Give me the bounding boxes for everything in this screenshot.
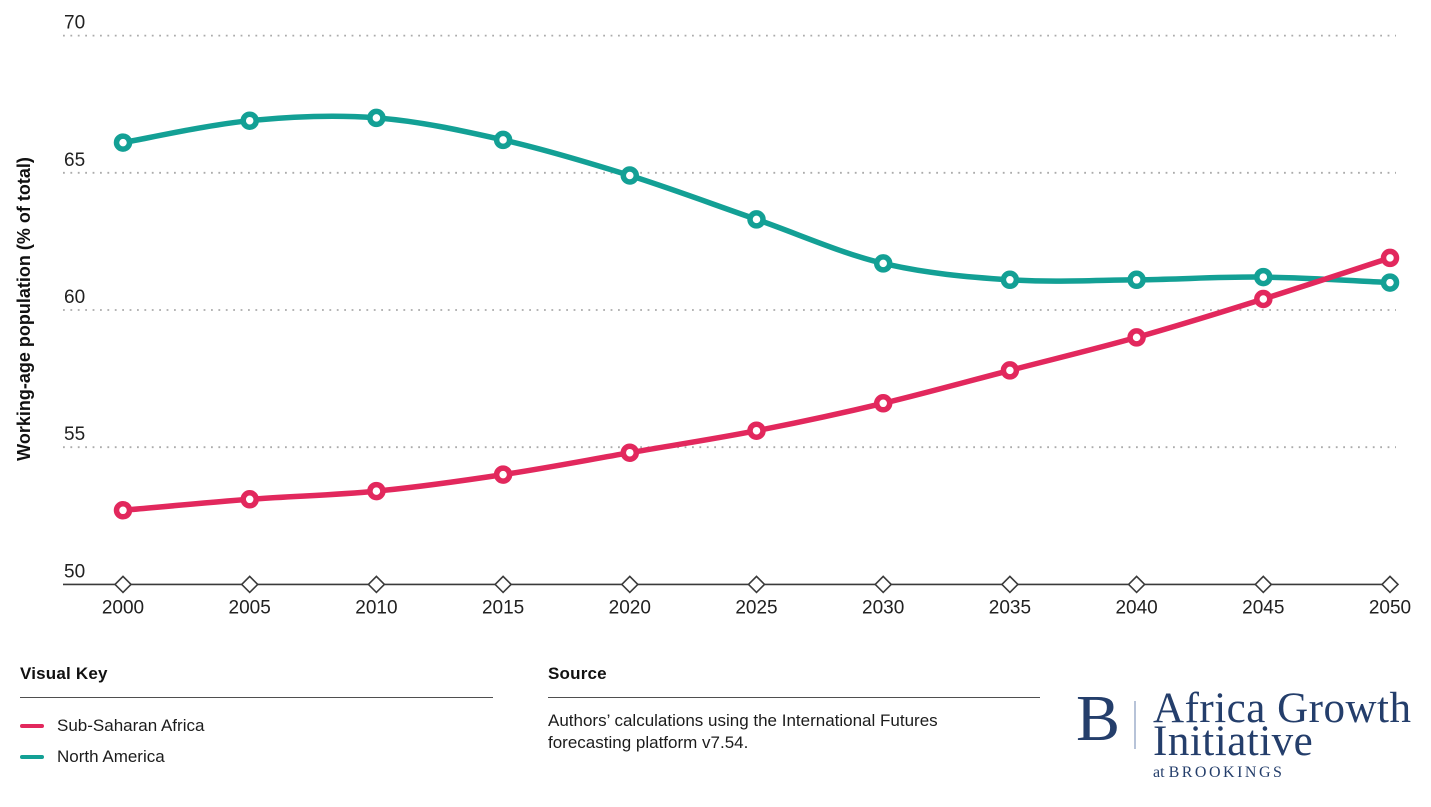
legend-label-sub-saharan-africa: Sub-Saharan Africa bbox=[57, 715, 205, 735]
data-point-north-america bbox=[1380, 273, 1400, 292]
series-line-north-america bbox=[120, 113, 1393, 286]
x-tick-label: 2005 bbox=[229, 597, 271, 618]
legend-item-north-america: North America bbox=[20, 741, 493, 772]
y-tick-label: 65 bbox=[64, 150, 85, 171]
x-tick-label: 2025 bbox=[735, 597, 777, 618]
source-text: Authors’ calculations using the Internat… bbox=[548, 711, 938, 752]
y-tick-label: 60 bbox=[64, 287, 85, 308]
data-point-sub-saharan-africa bbox=[367, 481, 386, 501]
axis-diamond-marker bbox=[1380, 575, 1400, 594]
x-tick-label: 2035 bbox=[989, 597, 1031, 618]
data-point-north-america bbox=[113, 133, 133, 152]
x-tick-label: 2045 bbox=[1242, 597, 1284, 618]
y-tick-label: 50 bbox=[64, 561, 85, 582]
y-tick-label: 70 bbox=[64, 13, 85, 34]
x-tick-label: 2040 bbox=[1115, 597, 1157, 618]
line-chart: 70 65 60 55 50 2000 2005 2010 2015 2020 2025 2030 20… bbox=[14, 13, 1411, 619]
source-divider bbox=[548, 697, 1040, 698]
data-point-sub-saharan-africa bbox=[1127, 328, 1146, 347]
data-point-sub-saharan-africa bbox=[1000, 361, 1020, 380]
data-point-sub-saharan-africa bbox=[747, 421, 766, 440]
data-point-north-america bbox=[873, 254, 893, 273]
y-tick-label: 55 bbox=[64, 424, 85, 445]
axis-diamond-marker bbox=[620, 575, 639, 594]
data-point-north-america bbox=[493, 130, 513, 150]
logo-divider-line bbox=[1134, 701, 1137, 749]
x-tick-label: 2010 bbox=[355, 597, 397, 618]
axis-diamond-marker bbox=[747, 575, 766, 594]
y-axis-title: Working-age population (% of total) bbox=[14, 157, 34, 461]
data-point-north-america bbox=[367, 108, 386, 128]
axis-diamond-marker bbox=[1254, 575, 1273, 594]
chart-svg: 70 65 60 55 50 2000 2005 2010 2015 2020 2025 2030 20… bbox=[14, 13, 1411, 619]
source-section: Source Authors’ calculations using the I… bbox=[548, 664, 1040, 754]
series-line-sub-saharan-africa bbox=[120, 255, 1393, 514]
axis-diamond-marker bbox=[240, 575, 259, 594]
x-tick-label: 2030 bbox=[862, 597, 904, 618]
x-tick-label: 2015 bbox=[482, 597, 524, 618]
axis-diamond-marker bbox=[113, 575, 133, 594]
data-point-sub-saharan-africa bbox=[493, 465, 513, 484]
data-point-sub-saharan-africa bbox=[620, 443, 640, 462]
legend-item-sub-saharan-africa: Sub-Saharan Africa bbox=[20, 710, 493, 741]
brookings-logo: B Africa Growth Initiative at BROOKINGS bbox=[1076, 682, 1412, 782]
logo-line-2: Initiative bbox=[1153, 718, 1314, 765]
visual-key-divider bbox=[20, 697, 493, 698]
data-point-sub-saharan-africa bbox=[113, 501, 133, 520]
legend-swatch-sub-saharan-africa bbox=[20, 723, 44, 728]
logo-tagline-prefix: at bbox=[1153, 764, 1165, 781]
source-heading: Source bbox=[548, 664, 607, 683]
axis-diamond-marker bbox=[874, 575, 893, 594]
logo-tagline: at BROOKINGS bbox=[1153, 764, 1411, 782]
logo-line-1: Africa Growth bbox=[1153, 685, 1412, 732]
data-point-north-america bbox=[620, 166, 640, 185]
x-tick-label: 2020 bbox=[609, 597, 651, 618]
axis-diamond-marker bbox=[493, 575, 513, 594]
axis-diamond-marker bbox=[1000, 575, 1020, 594]
data-point-sub-saharan-africa bbox=[1254, 289, 1273, 309]
data-point-north-america bbox=[1000, 270, 1020, 290]
data-point-north-america bbox=[1127, 270, 1146, 290]
data-point-north-america bbox=[240, 111, 259, 130]
visual-key-section: Visual Key Sub-Saharan Africa North Amer… bbox=[20, 664, 493, 772]
logo-wordmark: Africa Growth Initiative at BROOKINGS bbox=[1153, 685, 1412, 782]
legend-swatch-north-america bbox=[20, 754, 44, 759]
axis-diamond-marker bbox=[1127, 575, 1146, 594]
legend-label-north-america: North America bbox=[57, 746, 165, 766]
logo-tagline-brookings: BROOKINGS bbox=[1168, 764, 1285, 781]
visual-key-heading: Visual Key bbox=[20, 664, 108, 683]
data-point-north-america bbox=[747, 210, 766, 229]
data-point-sub-saharan-africa bbox=[1380, 248, 1400, 268]
data-point-sub-saharan-africa bbox=[240, 490, 259, 509]
brookings-b-mark: B bbox=[1076, 682, 1121, 755]
data-point-sub-saharan-africa bbox=[873, 394, 893, 413]
x-tick-label: 2000 bbox=[102, 597, 144, 618]
axis-diamond-marker bbox=[367, 575, 386, 594]
x-tick-label: 2050 bbox=[1369, 597, 1411, 618]
data-point-north-america bbox=[1254, 267, 1273, 287]
legend: Sub-Saharan Africa North America bbox=[20, 710, 493, 772]
